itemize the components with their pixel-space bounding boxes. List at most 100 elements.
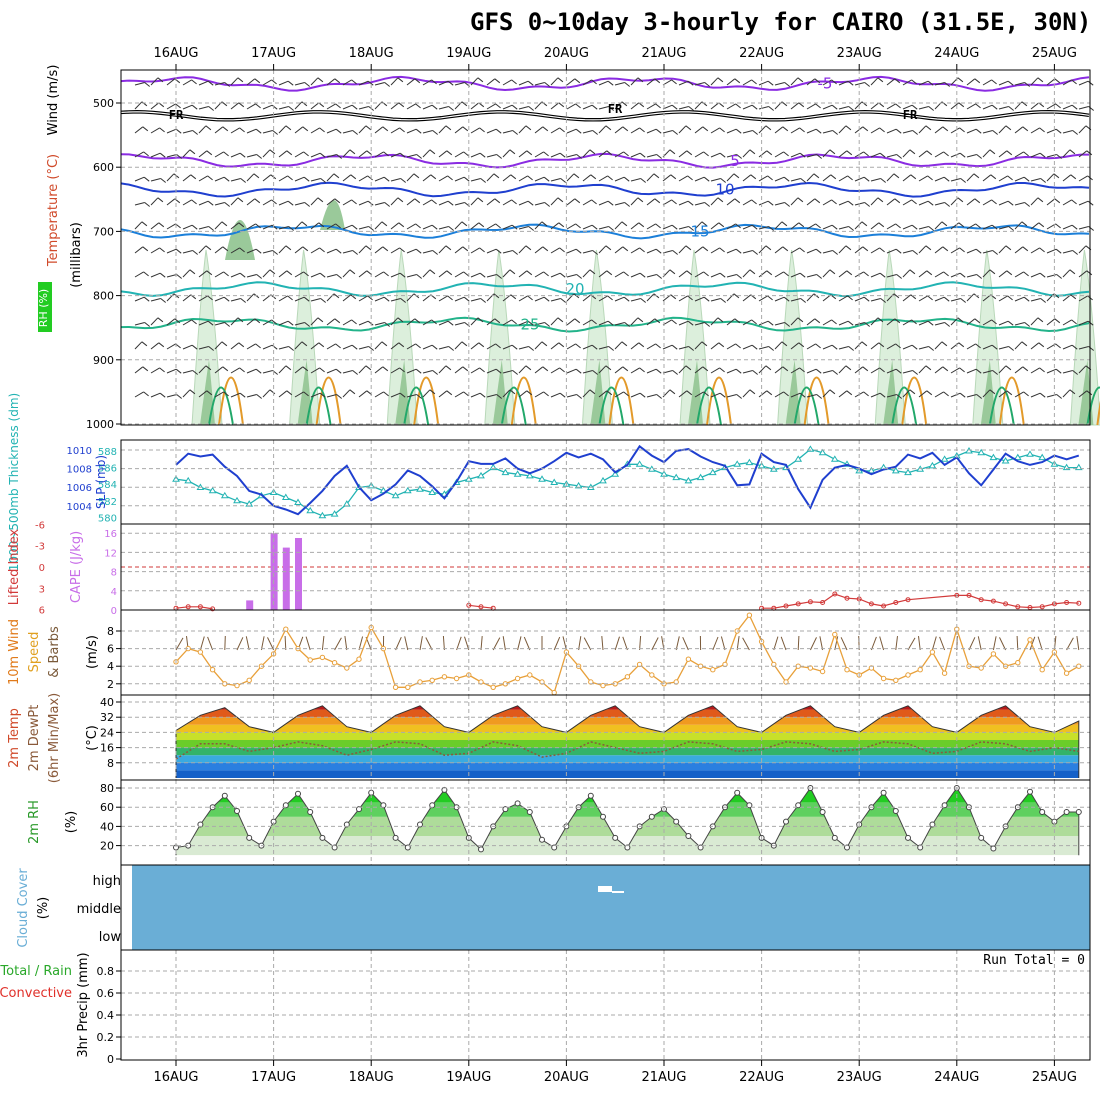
rh-point bbox=[917, 844, 924, 851]
wind-barb-flag bbox=[815, 368, 822, 374]
wind-barb bbox=[390, 247, 400, 254]
thickness-point bbox=[184, 476, 193, 484]
wind-barb bbox=[1078, 106, 1089, 110]
wind-barb bbox=[230, 178, 241, 182]
wind-barb-flag bbox=[639, 272, 646, 278]
wind-barb-flag bbox=[686, 150, 693, 156]
wind-barb-flag bbox=[399, 272, 406, 278]
wind-barb-flag bbox=[829, 149, 836, 155]
rh-point bbox=[197, 821, 204, 828]
wind-barb-flag bbox=[429, 389, 436, 395]
wind-barb-flag bbox=[879, 152, 886, 158]
li-point bbox=[783, 603, 789, 609]
wind-barb bbox=[438, 320, 449, 326]
wind-barb bbox=[854, 221, 863, 230]
wind-barb bbox=[931, 636, 937, 651]
wind-barb-flag bbox=[797, 197, 804, 203]
wind-barb-flag bbox=[208, 346, 215, 351]
wind-barb-flag bbox=[558, 342, 565, 348]
wind-barb-flag bbox=[285, 125, 292, 131]
wind-barb-flag bbox=[174, 318, 181, 324]
wind-barb-flag bbox=[301, 341, 308, 347]
wind-barb-flag bbox=[734, 78, 741, 84]
wind-barb bbox=[214, 366, 224, 374]
wind-barb bbox=[886, 274, 897, 278]
wind-barb-flag bbox=[623, 391, 629, 397]
li-point bbox=[478, 604, 484, 610]
wind-barb-flag bbox=[222, 126, 229, 132]
wind-barb bbox=[518, 270, 528, 278]
wind-barb-flag bbox=[992, 130, 999, 135]
wind-barb bbox=[710, 77, 719, 86]
wind-barb bbox=[454, 176, 465, 182]
thickness-point bbox=[513, 470, 522, 477]
wind-barb bbox=[790, 127, 800, 134]
wind-barb bbox=[630, 222, 640, 230]
wind-barb-flag bbox=[751, 319, 757, 325]
wind-barb bbox=[822, 269, 831, 278]
wind-barb bbox=[534, 322, 545, 326]
wind-barb-flag bbox=[255, 223, 261, 229]
wind-barb-flag bbox=[703, 151, 709, 157]
wind-barb bbox=[182, 174, 192, 182]
wind-barb bbox=[614, 126, 624, 134]
wind-barb bbox=[934, 341, 943, 350]
wind-barb bbox=[278, 226, 289, 230]
rh-point bbox=[429, 802, 436, 809]
temp-ylabel-c: (6hr Min/Max) bbox=[47, 693, 62, 783]
wind-barb-flag bbox=[895, 248, 902, 254]
wind-barb-flag bbox=[799, 152, 806, 158]
wind-barb bbox=[840, 637, 848, 651]
pressure-tick-label: 700 bbox=[93, 225, 114, 238]
wind-barb-flag bbox=[976, 394, 983, 399]
wind-barb-flag bbox=[688, 106, 695, 111]
thickness-tick-label: 580 bbox=[98, 513, 117, 524]
wind-barb-flag bbox=[894, 318, 901, 324]
wind-barb-flag bbox=[637, 197, 644, 203]
wind-barb bbox=[646, 223, 656, 230]
wind-barb bbox=[534, 151, 544, 158]
wind-speed-point bbox=[392, 684, 399, 690]
wind-barb bbox=[918, 365, 927, 374]
wind-barb bbox=[534, 176, 545, 182]
wind-barb-flag bbox=[861, 101, 868, 107]
wind-barb-flag bbox=[928, 106, 935, 111]
wind-barb bbox=[742, 199, 752, 206]
wind-barb-flag bbox=[831, 344, 838, 350]
wind-barb bbox=[598, 106, 609, 110]
wind-barb bbox=[966, 368, 977, 374]
wind-barb bbox=[646, 318, 656, 326]
wind-barb bbox=[246, 198, 256, 206]
wind-barb-flag bbox=[352, 250, 359, 255]
wind-barb-flag bbox=[288, 346, 295, 351]
wind-barb-flag bbox=[895, 223, 901, 229]
wind-barb bbox=[710, 247, 720, 254]
wind-barb bbox=[454, 202, 465, 206]
wind-barb-flag bbox=[1023, 176, 1030, 182]
wind-barb-flag bbox=[286, 150, 293, 156]
wind-barb bbox=[934, 246, 944, 254]
wind-barb-flag bbox=[142, 246, 149, 252]
wind-barb bbox=[438, 365, 447, 374]
wind-barb bbox=[838, 346, 849, 350]
warm-contour bbox=[706, 376, 732, 426]
wind-barb-flag bbox=[767, 295, 773, 301]
wind-speed-point bbox=[331, 660, 338, 666]
wind-barb-flag bbox=[480, 178, 487, 183]
wind-barb bbox=[326, 394, 337, 398]
wind-barb-flag bbox=[192, 130, 199, 135]
wind-barb-flag bbox=[351, 79, 357, 85]
wind-barb bbox=[966, 128, 977, 134]
wind-barb-flag bbox=[368, 226, 375, 231]
wind-barb-flag bbox=[928, 346, 935, 351]
wind-barb-flag bbox=[397, 77, 404, 83]
wind-barb-flag bbox=[400, 178, 407, 183]
wind-barb-flag bbox=[671, 104, 678, 110]
wind-barb bbox=[726, 223, 736, 230]
wind-barb bbox=[886, 173, 895, 182]
wind-barb bbox=[230, 77, 239, 86]
cape-bar bbox=[270, 533, 278, 610]
wind-barb bbox=[502, 130, 513, 134]
thickness-tick-label: 584 bbox=[98, 480, 117, 491]
wind-barb bbox=[374, 271, 384, 278]
